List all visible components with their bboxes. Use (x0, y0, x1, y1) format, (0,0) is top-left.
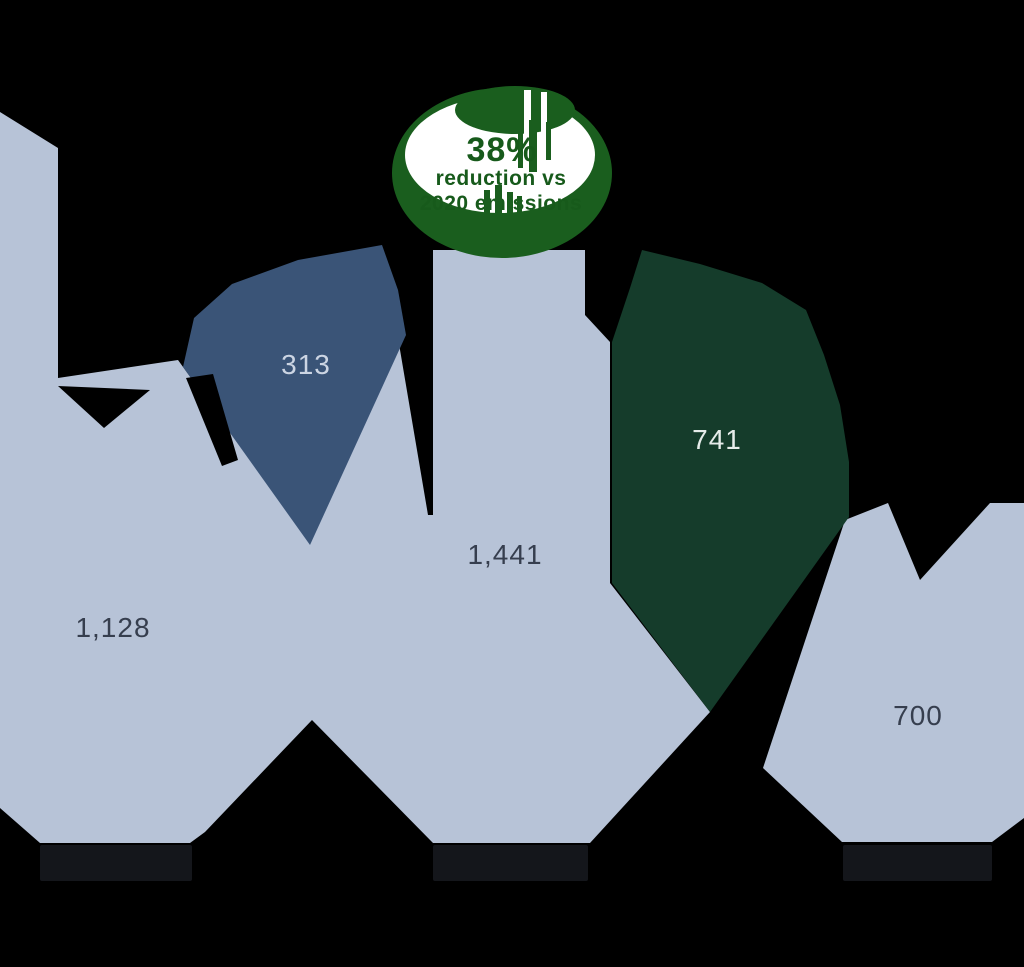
callout-annotation: 38% reduction vs 2020 emissions (392, 86, 612, 258)
bar-base-and-subtotal (0, 112, 710, 843)
value-label-subtotal: 1,441 (467, 539, 542, 570)
callout-scribble-stroke-4 (484, 190, 490, 254)
sketch-gap-notch-1 (58, 386, 150, 428)
callout-scribble-stroke-2 (529, 120, 537, 172)
callout-scribble-stroke-7 (517, 196, 522, 254)
callout-line2: reduction vs (436, 167, 567, 190)
value-label-final: 700 (893, 700, 943, 731)
category-label-box-final (843, 845, 992, 881)
callout-scribble-stroke-1 (518, 125, 523, 168)
value-label-base: 1,128 (75, 612, 150, 643)
bar-decrease (612, 250, 849, 712)
bar-final-total (763, 503, 1024, 842)
value-label-increase: 313 (281, 349, 331, 380)
category-label-box-subtotal (433, 845, 588, 881)
callout-scribble-white-stripe-1 (524, 90, 531, 140)
callout-scribble-white-stripe-2 (541, 92, 547, 138)
callout-scribble-stroke-3 (546, 122, 551, 160)
sketch-gap-notch-2 (186, 374, 238, 466)
category-label-box-base (40, 845, 192, 881)
callout-scribble-top-arc (455, 86, 575, 134)
callout-scribble-stroke-6 (507, 192, 513, 256)
value-label-decrease: 741 (692, 424, 742, 455)
bar-increase (183, 245, 406, 545)
callout-headline: 38% (466, 131, 537, 169)
callout-scribble-stroke-5 (495, 185, 502, 255)
